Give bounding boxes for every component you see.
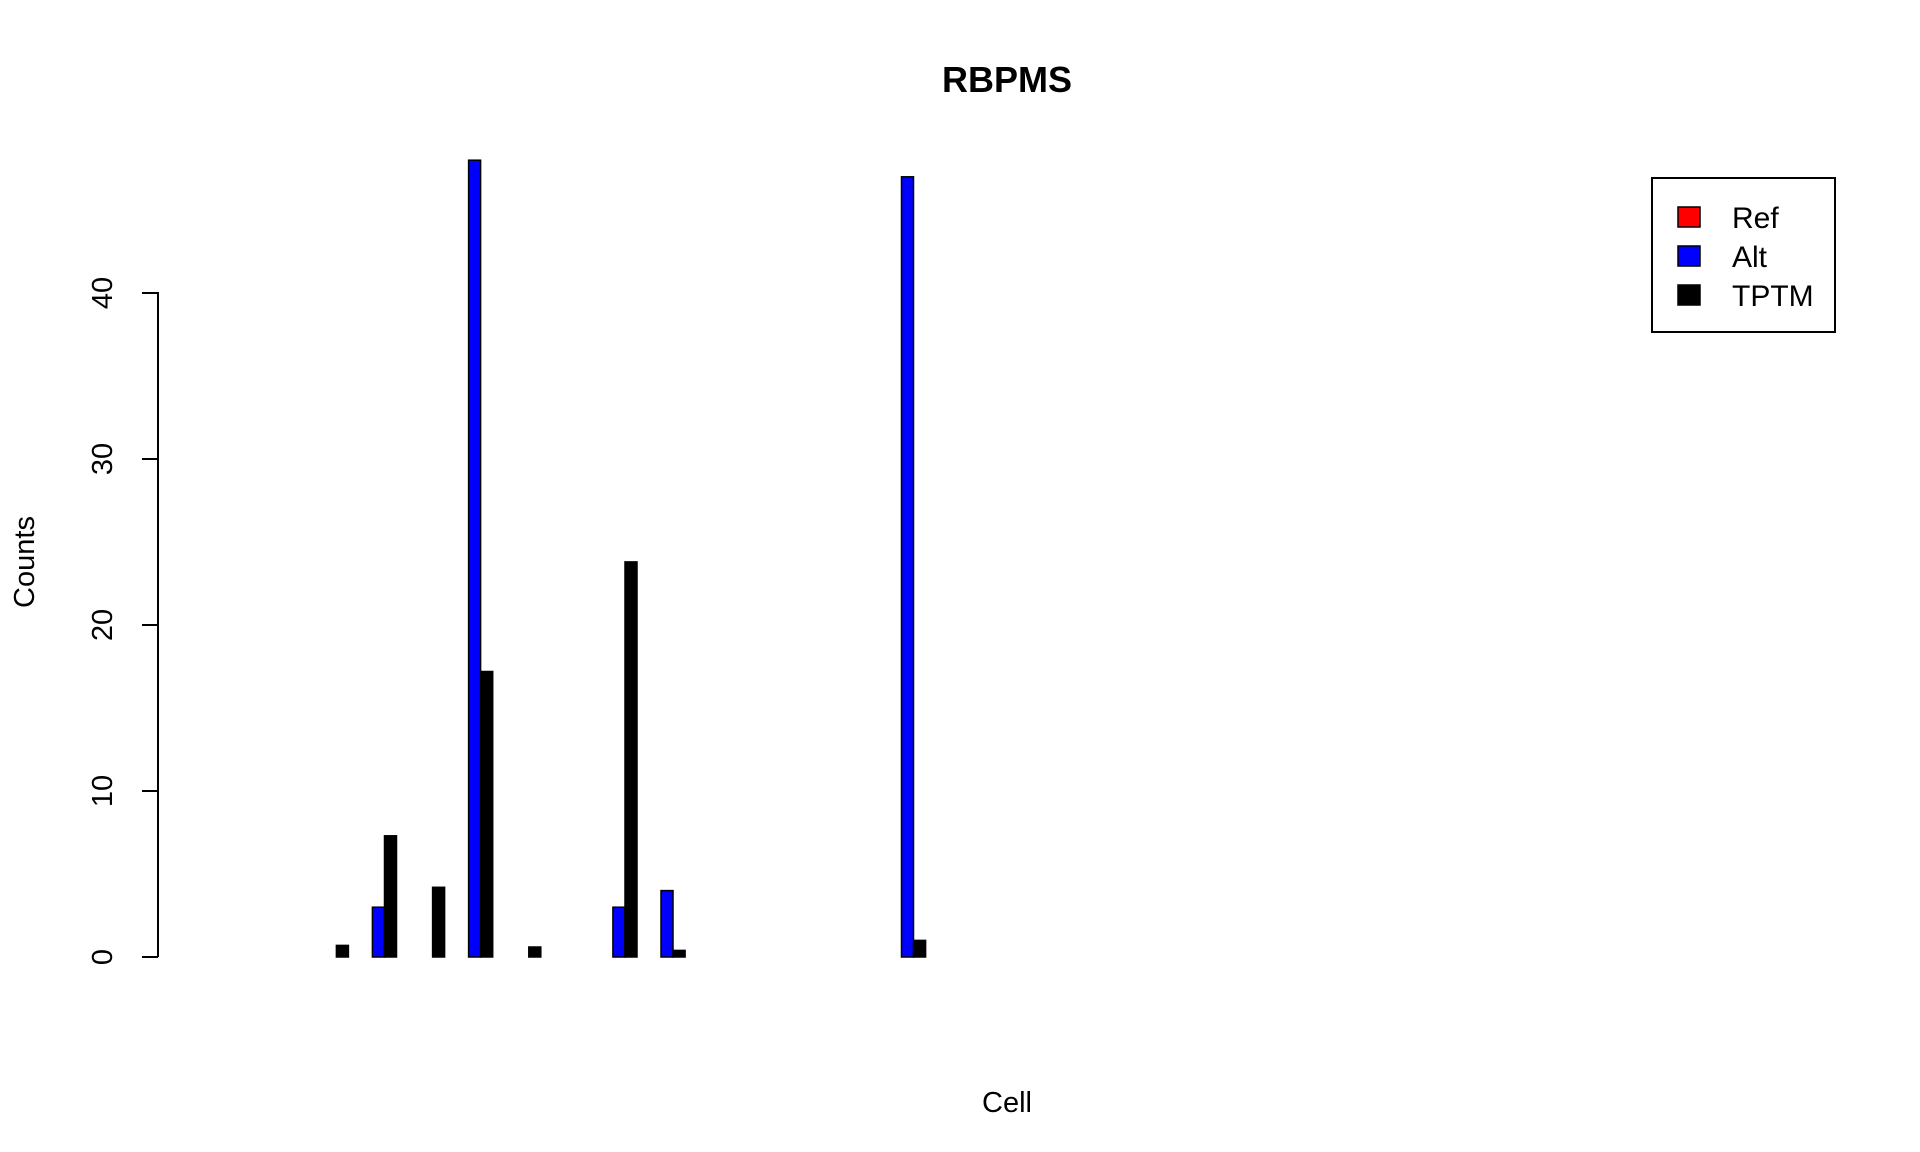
legend-label-tptm: TPTM — [1732, 280, 1814, 313]
bar-tptm — [528, 946, 542, 958]
y-tick-label: 20 — [87, 609, 119, 641]
bar-alt — [900, 176, 915, 958]
x-axis-label: Cell — [982, 1087, 1032, 1119]
y-axis-label: Counts — [9, 516, 41, 608]
legend-swatch-ref — [1677, 206, 1701, 228]
legend-label-ref: Ref — [1732, 202, 1779, 235]
bar-alt — [612, 906, 626, 958]
y-tick-label: 10 — [87, 775, 119, 807]
bar-alt — [660, 889, 674, 958]
chart-title: RBPMS — [942, 59, 1072, 100]
bar-tptm — [912, 939, 927, 958]
bar-tptm — [672, 949, 686, 958]
y-axis: 0 10 20 30 40 — [87, 277, 159, 965]
bar-tptm — [624, 561, 638, 958]
y-tick-label: 40 — [87, 277, 119, 309]
bar-alt — [371, 906, 386, 958]
bar-tptm — [335, 944, 350, 958]
legend-swatch-tptm — [1677, 284, 1701, 306]
bar-tptm — [479, 670, 494, 958]
bar-series-group — [335, 159, 927, 958]
y-tick-label: 0 — [87, 949, 119, 965]
bar-alt — [467, 159, 482, 958]
y-tick-label: 30 — [87, 443, 119, 475]
legend-label-alt: Alt — [1732, 241, 1768, 274]
bar-tptm — [431, 886, 446, 958]
bar-tptm — [383, 835, 398, 958]
legend: Ref Alt TPTM — [1651, 177, 1836, 333]
legend-swatch-alt — [1677, 245, 1701, 267]
